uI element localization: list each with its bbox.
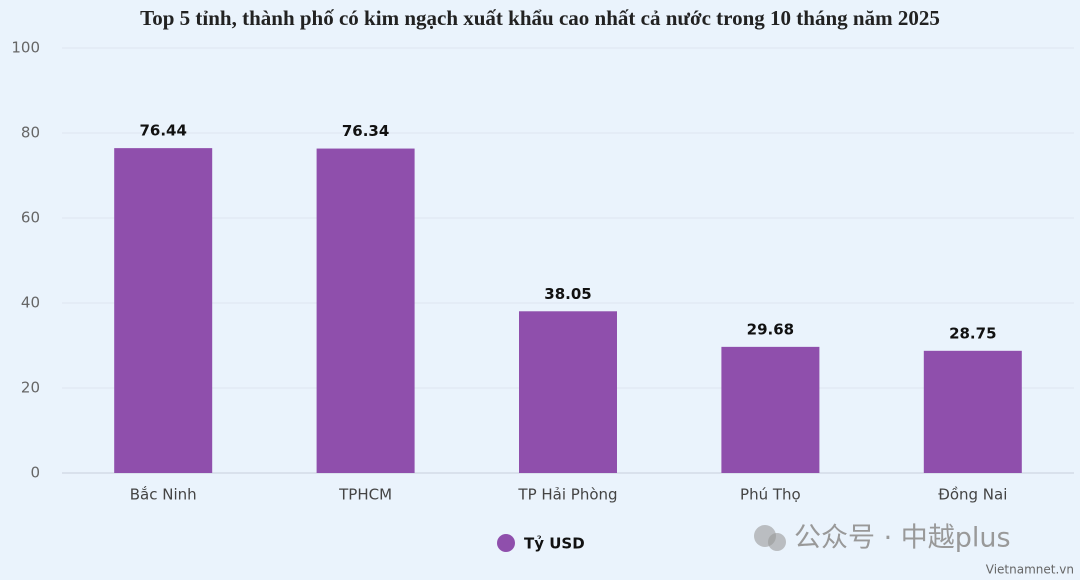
data-label: 76.44 (139, 122, 186, 140)
y-tick-label: 100 (11, 39, 40, 57)
x-tick-label: Bắc Ninh (130, 486, 197, 504)
y-tick-label: 0 (30, 464, 40, 482)
bar (316, 148, 415, 473)
data-label: 38.05 (544, 285, 591, 303)
x-tick-label: TP Hải Phòng (517, 486, 617, 504)
bar (923, 350, 1022, 473)
bar (114, 148, 213, 473)
chart-title: Top 5 tỉnh, thành phố có kim ngạch xuất … (140, 6, 940, 30)
bar (519, 311, 617, 473)
y-tick-label: 40 (21, 294, 40, 312)
y-tick-label: 60 (21, 209, 40, 227)
bar (721, 346, 820, 473)
source: Vietnamnet.vn (986, 563, 1074, 577)
data-label: 28.75 (949, 324, 996, 342)
y-tick-label: 20 (21, 379, 40, 397)
watermark: 公众号 · 中越plus (794, 523, 1011, 554)
data-label: 76.34 (342, 122, 389, 140)
y-tick-label: 80 (21, 124, 40, 142)
watermark-group: 公众号 · 中越plus (754, 523, 1011, 554)
data-label: 29.68 (747, 320, 794, 338)
watermark-icon (768, 533, 786, 551)
legend-marker (497, 534, 515, 552)
x-tick-label: TPHCM (338, 486, 392, 504)
x-tick-label: Đồng Nai (938, 486, 1007, 504)
x-tick-label: Phú Thọ (740, 486, 801, 504)
legend-label[interactable]: Tỷ USD (524, 535, 585, 553)
